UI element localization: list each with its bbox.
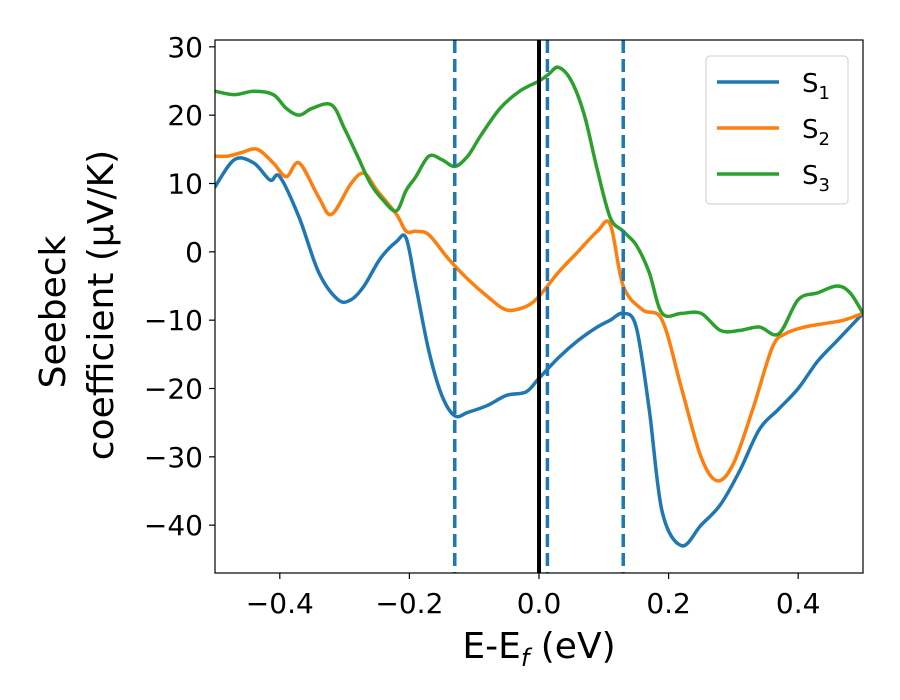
legend-box bbox=[705, 55, 849, 205]
series-line-s1 bbox=[215, 156, 863, 548]
y-axis-ticks: 30 20 10 0 −10 −20 −30 −40 bbox=[144, 31, 215, 542]
legend-label-s2: S2 bbox=[802, 115, 830, 150]
y-tick-label: 0 bbox=[185, 236, 203, 269]
legend-label-s3: S3 bbox=[802, 161, 830, 196]
legend-label-s1: S1 bbox=[802, 69, 830, 104]
x-tick-label: 0.0 bbox=[517, 587, 562, 620]
y-axis-label-line1: Seebeck bbox=[33, 235, 74, 388]
y-tick-label: −10 bbox=[144, 304, 203, 337]
x-tick-label: 0.4 bbox=[776, 587, 821, 620]
y-axis-label: Seebeck coefficient (μV/K) bbox=[33, 150, 122, 460]
y-tick-label: −20 bbox=[144, 373, 203, 406]
x-axis-label: E-Ef (eV) bbox=[462, 626, 615, 672]
y-tick-label: −40 bbox=[144, 509, 203, 542]
legend: S1 S2 S3 bbox=[705, 55, 849, 205]
x-tick-label: −0.2 bbox=[375, 587, 443, 620]
series-line-s2 bbox=[215, 147, 863, 483]
y-tick-label: 30 bbox=[167, 31, 203, 64]
plot-series-group bbox=[215, 65, 863, 548]
y-tick-label: 10 bbox=[167, 168, 203, 201]
x-tick-label: −0.4 bbox=[246, 587, 314, 620]
x-tick-label: 0.2 bbox=[646, 587, 691, 620]
y-tick-label: 20 bbox=[167, 99, 203, 132]
x-axis-ticks: −0.4 −0.2 0.0 0.2 0.4 bbox=[246, 573, 821, 620]
y-axis-label-line2: coefficient (μV/K) bbox=[81, 150, 122, 460]
series-line-s3 bbox=[215, 65, 863, 337]
vertical-reference-lines bbox=[453, 40, 625, 573]
y-tick-label: −30 bbox=[144, 441, 203, 474]
